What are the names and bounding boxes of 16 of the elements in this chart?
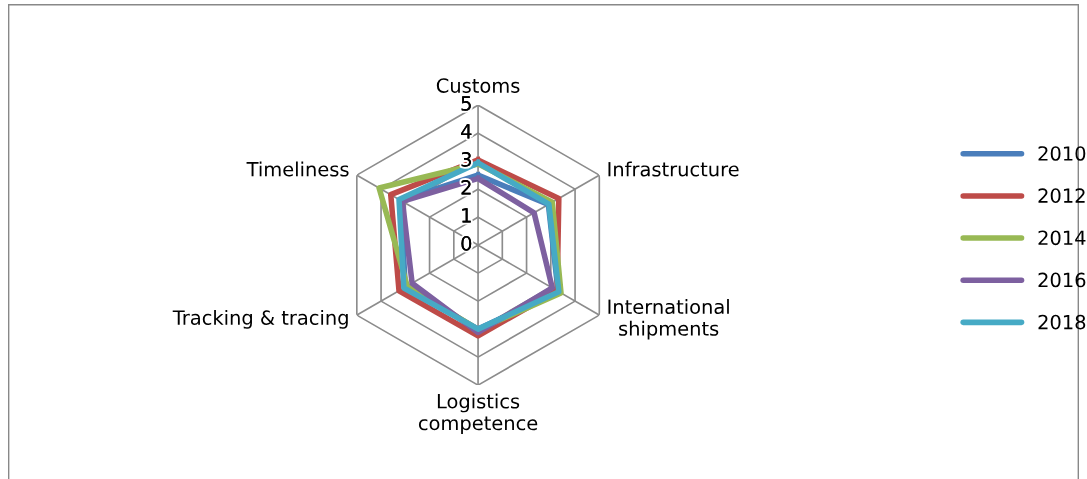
spoke-label: Customs — [436, 78, 520, 93]
y-tick-label: 1 — [462, 208, 471, 223]
legend-label: 2010 — [1038, 146, 1086, 161]
y-tick-label: 2 — [461, 180, 471, 195]
y-tick-label: 5 — [461, 96, 471, 111]
spoke-label: Tracking & tracing — [172, 309, 348, 329]
legend-label: 2014 — [1038, 230, 1086, 246]
legend-label: 2012 — [1038, 188, 1085, 203]
y-tick-label: 4 — [461, 124, 472, 139]
spoke-label: Timeliness — [246, 161, 349, 177]
legend-label: 2018 — [1038, 314, 1086, 330]
spoke-label: Logistics competence — [418, 393, 538, 435]
y-tick-label: 0 — [461, 236, 472, 251]
spoke-label: Infrastructure — [608, 161, 739, 177]
spoke-label: International shipments — [608, 299, 729, 340]
legend-label: 2016 — [1038, 272, 1086, 288]
